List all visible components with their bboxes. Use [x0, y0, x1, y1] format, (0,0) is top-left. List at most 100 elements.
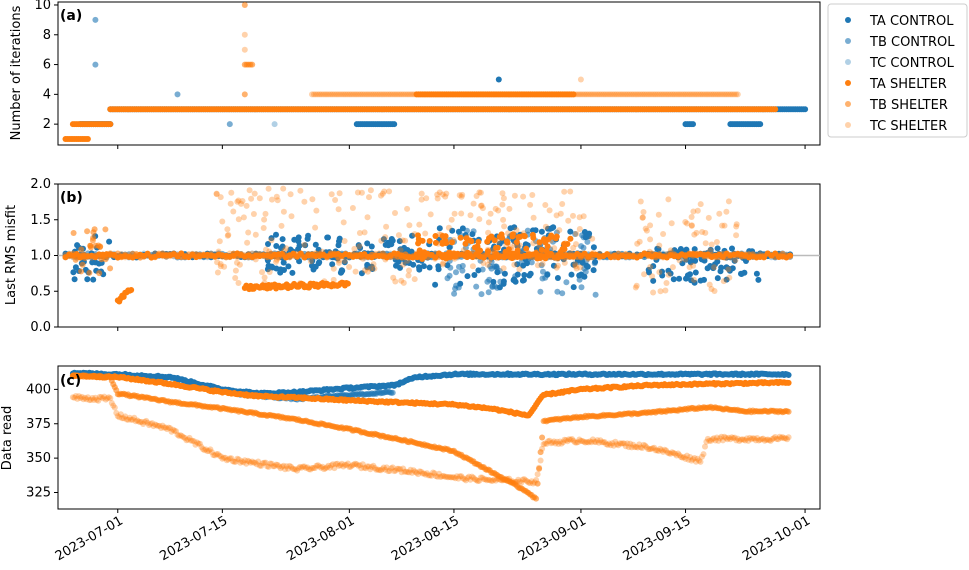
data-point — [309, 91, 315, 98]
data-point — [630, 91, 637, 98]
data-point — [665, 267, 672, 274]
data-point — [250, 211, 257, 217]
data-point — [382, 241, 389, 248]
data-point — [89, 259, 96, 266]
data-point — [84, 228, 91, 235]
data-point — [411, 276, 418, 283]
data-point — [718, 91, 724, 98]
data-point — [668, 220, 675, 227]
data-point — [665, 271, 672, 278]
data-point — [301, 241, 308, 248]
data-point — [287, 191, 294, 198]
data-point — [383, 91, 390, 98]
data-point — [485, 219, 492, 226]
data-point — [551, 245, 558, 252]
data-point — [540, 268, 546, 275]
data-point — [688, 91, 695, 98]
data-point — [90, 229, 97, 236]
data-point — [581, 273, 588, 280]
data-point — [396, 238, 403, 245]
data-point — [548, 91, 555, 98]
data-point — [78, 246, 85, 253]
data-point — [570, 91, 577, 98]
data-point — [521, 91, 528, 98]
data-point — [692, 269, 699, 276]
data-point — [594, 91, 601, 98]
data-point — [551, 91, 558, 98]
data-point — [478, 291, 485, 298]
y-tick-label: 375 — [26, 417, 51, 432]
data-point — [364, 214, 371, 221]
data-point — [381, 91, 388, 98]
data-point — [669, 91, 676, 98]
data-point — [355, 242, 362, 249]
data-point — [591, 91, 597, 98]
data-point — [693, 91, 700, 98]
data-point — [387, 91, 394, 98]
data-point — [663, 91, 670, 98]
data-point — [546, 91, 553, 98]
data-point — [675, 91, 682, 98]
data-point — [676, 257, 683, 264]
data-point — [648, 91, 655, 98]
data-point — [274, 197, 281, 204]
data-point — [554, 256, 561, 262]
data-point — [723, 91, 730, 98]
data-point — [310, 91, 317, 98]
data-point — [86, 269, 93, 276]
data-point — [355, 91, 362, 98]
data-point — [418, 190, 425, 197]
data-point — [344, 91, 351, 98]
data-point — [518, 91, 525, 98]
data-point — [581, 91, 588, 98]
data-point — [273, 231, 279, 238]
data-point — [89, 237, 96, 244]
y-tick-label: 2.0 — [30, 177, 51, 192]
data-point — [704, 91, 711, 98]
data-point — [542, 91, 549, 98]
data-point — [368, 91, 375, 98]
data-point — [787, 253, 794, 260]
data-point — [578, 284, 585, 291]
data-point — [244, 239, 251, 246]
data-point — [669, 264, 676, 271]
data-point — [432, 281, 439, 288]
data-point — [372, 91, 379, 98]
data-point — [248, 195, 255, 202]
data-point — [619, 91, 625, 98]
data-point — [706, 91, 713, 98]
y-tick-label: 10 — [34, 0, 51, 13]
data-point — [364, 264, 371, 271]
data-point — [471, 91, 478, 98]
data-point — [676, 91, 683, 98]
data-point — [392, 278, 399, 285]
data-point — [733, 232, 740, 239]
data-point — [511, 261, 518, 268]
data-point — [510, 91, 517, 98]
data-point — [802, 106, 809, 113]
data-point — [346, 264, 353, 270]
data-point — [397, 247, 404, 254]
data-point — [591, 260, 598, 267]
data-point — [102, 226, 109, 233]
data-point — [90, 276, 97, 283]
data-point — [514, 243, 520, 250]
data-point — [573, 265, 580, 272]
data-point — [564, 91, 571, 98]
data-point — [295, 246, 302, 253]
data-point — [660, 231, 667, 237]
data-point — [436, 225, 443, 232]
data-point — [404, 205, 411, 212]
data-point — [708, 286, 715, 292]
data-point — [475, 91, 482, 98]
data-point — [714, 245, 721, 252]
data-point — [440, 260, 447, 266]
data-point — [400, 279, 407, 286]
data-point — [633, 252, 640, 259]
data-point — [488, 91, 495, 98]
series-ta-control-a — [77, 76, 809, 128]
data-point — [236, 261, 243, 268]
data-point — [357, 91, 364, 98]
